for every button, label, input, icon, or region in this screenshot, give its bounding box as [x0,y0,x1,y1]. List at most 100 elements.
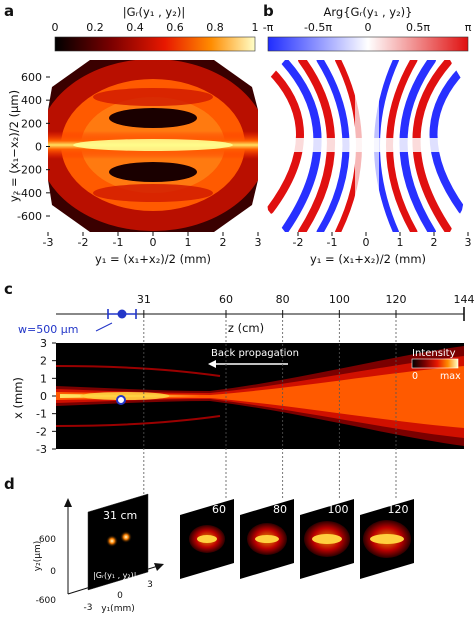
panel-a-x-tick-label: 0 [150,236,157,249]
panel-b-colorbar-ticks: -π -0.5π 0 0.5π π [263,21,472,34]
panel-a: a |Gᵣ(y₁ , y₂)| 0 0.2 0.4 0.6 0.8 1 600400200… [4,2,262,266]
slice-100-label: 100 [328,503,349,516]
panel-b-image [264,60,468,232]
z-axis-tick-label: 80 [276,293,290,306]
panel-d: d 600 0 -600 -3 0 3 y₂(μm) y₁(mm) 31 cm … [4,475,414,614]
panel-c-x-tick-label: 3 [40,337,47,350]
panel-a-x-tick-label: -2 [78,236,89,249]
slice-100: 100 [300,499,354,579]
panel-a-y-tick-label: -200 [17,164,42,177]
panel-b-colorbar [267,36,469,52]
y1-axis-label: y₁(mm) [101,604,135,614]
panel-c-x-tick-label: -2 [36,425,47,438]
waist-marker [117,309,127,319]
panel-a-letter: a [4,2,14,20]
panel-b-x-label: y₁ = (x₁+x₂)/2 (mm) [310,252,426,266]
panel-a-y-ticks: 600 400 200 0 -200 -400 -600 [17,71,50,223]
slice-31-spot-right [120,531,132,543]
intensity-legend-max: max [440,371,461,382]
panel-a-x-tick-label: -3 [43,236,54,249]
colorbar-b-tick-label: 0 [365,21,372,34]
z-axis-label: z (cm) [228,321,264,335]
panel-c-x-tick-label: -3 [36,443,47,456]
panel-c-x-label: x (mm) [11,377,25,419]
slice-80: 80 [240,499,294,579]
intensity-legend-bar [411,358,459,369]
z-axis-tick-label: 144 [454,293,474,306]
arrow-head-icon [208,360,216,368]
slice-120-label: 120 [388,503,409,516]
panel-a-y-tick-label: -600 [17,210,42,223]
panel-c-letter: c [4,280,13,298]
panel-b-x-tick-label: 3 [465,236,472,249]
slice-31-function-label: |Gᵣ(y₁ , y₂)| [93,571,136,580]
z-axis-ticks: 31 60 80 100 120 144 [137,293,474,321]
panel-a-x-label: y₁ = (x₁+x₂)/2 (mm) [95,252,211,266]
colorbar-a-tick-label: 0.4 [126,21,144,34]
panel-b-letter: b [263,2,274,20]
slice-60-label: 60 [212,503,226,516]
y1-tick-neg3: -3 [84,603,93,613]
panel-b-colorbar-title: Arg{Gᵣ(y₁ , y₂)} [324,5,413,19]
slice-80-label: 80 [273,503,287,516]
y1-axis-arrow-icon [154,563,164,571]
panel-a-x-tick-label: 2 [220,236,227,249]
panel-c: c 31 60 80 100 120 144 z (cm) w=500 μm Back p… [4,280,474,512]
colorbar-a-tick-label: 0.6 [166,21,184,34]
colorbar-a-tick-label: 0.8 [206,21,224,34]
waist-leader-line [95,322,113,332]
panel-b-x-tick-label: -2 [293,236,304,249]
panel-c-x-tick-label: -1 [36,408,47,421]
panel-b-x-tick-label: 1 [397,236,404,249]
colorbar-a-tick-label: 0 [52,21,59,34]
focus-point-marker [116,395,126,405]
colorbar-b-tick-label: 0.5π [406,21,430,34]
panel-b-x-tick-label: 2 [431,236,438,249]
slice-31cm: 31 cm |Gᵣ(y₁ , y₂)| [87,493,149,591]
panel-d-letter: d [4,475,15,493]
slice-120: 120 [360,499,414,579]
y1-tick-0: 0 [117,591,123,601]
panel-a-x-tick-label: -1 [113,236,124,249]
z-axis-tick-label: 120 [386,293,407,306]
y1-tick-3: 3 [147,580,153,590]
y2-axis-arrow-icon [64,498,72,507]
panel-a-colorbar-ticks: 0 0.2 0.4 0.6 0.8 1 [52,21,259,34]
intensity-legend-min: 0 [412,371,418,382]
panel-a-y-tick-label: -400 [17,187,42,200]
panel-c-x-tick-label: 1 [40,372,47,385]
panel-c-x-ticks: 3 2 1 0 -1 -2 -3 [36,337,56,456]
panel-a-image [48,60,258,232]
colorbar-a-tick-label: 0.2 [86,21,104,34]
z-axis-tick-label: 60 [219,293,233,306]
z-axis-tick-label: 31 [137,293,151,306]
waist-label: w=500 μm [18,323,78,336]
panel-c-x-tick-label: 0 [40,390,47,403]
panel-b-x-tick-label: 0 [363,236,370,249]
back-propagation-label: Back propagation [211,348,299,359]
slice-60: 60 [180,499,234,579]
y2-tick-600: 600 [39,535,56,545]
panel-b: b Arg{Gᵣ(y₁ , y₂)} -π -0.5π 0 0.5π π -2 -1 0 1 2… [263,2,472,266]
panel-a-y-tick-label: 0 [35,141,42,154]
colorbar-b-tick-label: -π [263,21,274,34]
slice-31-label: 31 cm [103,509,137,522]
y2-axis-label: y₂(μm) [33,541,43,571]
panel-a-x-tick-label: 1 [185,236,192,249]
colorbar-a-tick-label: 1 [252,21,259,34]
panel-c-x-tick-label: 2 [40,355,47,368]
panel-a-y-tick-label: 600 [21,71,42,84]
z-axis-tick-label: 100 [329,293,350,306]
y2-tick-0: 0 [50,567,56,577]
panel-a-y-tick-label: 200 [21,117,42,130]
panel-b-x-ticks: -2 -1 0 1 2 3 [293,232,472,249]
colorbar-b-tick-label: π [465,21,472,34]
y2-tick-neg600: -600 [36,596,57,606]
panel-a-y-tick-label: 400 [21,94,42,107]
colorbar-b-tick-label: -0.5π [304,21,332,34]
panel-a-colorbar-title: |Gᵣ(y₁ , y₂)| [123,5,185,19]
panel-a-x-ticks: -3 -2 -1 0 1 2 3 [43,232,262,249]
panel-a-y-label: y₂ = (x₁−x₂)/2 (μm) [7,90,21,202]
panel-a-x-tick-label: 3 [255,236,262,249]
panel-a-colorbar [54,36,256,52]
